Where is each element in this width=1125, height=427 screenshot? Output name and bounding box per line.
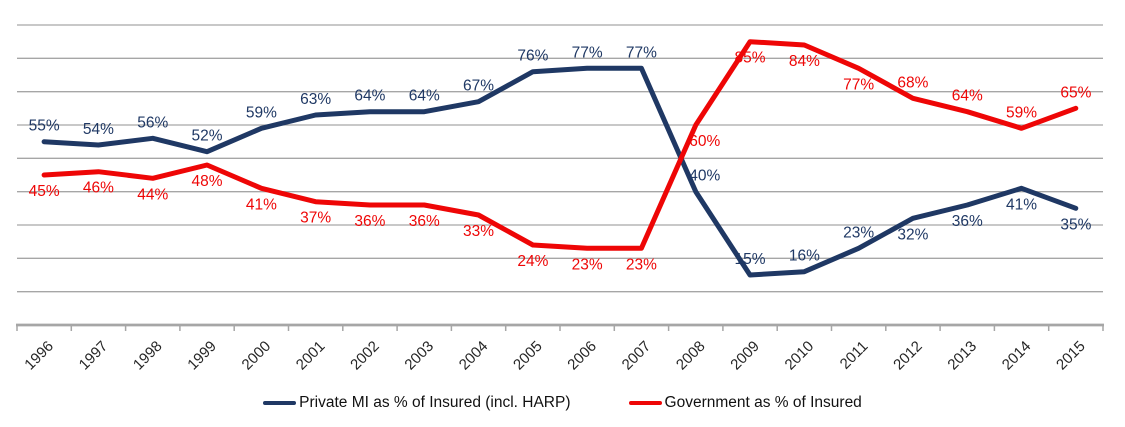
legend-item-private-mi: Private MI as % of Insured (incl. HARP) bbox=[263, 394, 571, 412]
data-label: 41% bbox=[1006, 196, 1037, 213]
data-label: 85% bbox=[735, 50, 766, 67]
year-label: 2013 bbox=[944, 338, 980, 374]
data-label: 48% bbox=[192, 173, 223, 190]
year-label: 1999 bbox=[184, 338, 220, 374]
line-chart: 55% 54% 56% 52% 59% 63% 64% 64% 67% 76% 77% 77% 40% 1… bbox=[16, 24, 1104, 374]
year-label: 2007 bbox=[619, 338, 655, 374]
data-label: 16% bbox=[789, 248, 820, 265]
data-label: 35% bbox=[1060, 216, 1091, 233]
data-label: 64% bbox=[409, 88, 440, 105]
data-labels-private-mi: 55% 54% 56% 52% 59% 63% 64% 64% 67% 76% 77% 77% 40% 1… bbox=[29, 44, 1092, 268]
data-label: 64% bbox=[354, 88, 385, 105]
data-label: 77% bbox=[572, 44, 603, 61]
data-label: 44% bbox=[137, 186, 168, 203]
year-label: 2001 bbox=[293, 338, 329, 374]
year-label: 2011 bbox=[837, 338, 872, 373]
data-label: 56% bbox=[137, 114, 168, 131]
legend-swatch-government-line bbox=[628, 400, 662, 406]
year-label: 2005 bbox=[510, 338, 546, 374]
year-label: 2008 bbox=[673, 338, 709, 374]
data-label: 67% bbox=[463, 78, 494, 95]
year-label: 1996 bbox=[21, 338, 57, 374]
data-label: 15% bbox=[735, 251, 766, 268]
data-label: 45% bbox=[29, 183, 60, 200]
year-label: 2003 bbox=[401, 338, 437, 374]
year-label: 2014 bbox=[999, 338, 1035, 374]
year-label: 2002 bbox=[347, 338, 383, 374]
x-axis-labels: 1996 1997 1998 1999 2000 2001 2002 2003 2004 2005… bbox=[21, 338, 1088, 374]
data-label: 36% bbox=[952, 213, 983, 230]
data-label: 32% bbox=[897, 226, 928, 243]
data-label: 46% bbox=[83, 180, 114, 197]
data-label: 60% bbox=[689, 133, 720, 150]
legend-label-government: Government as % of Insured bbox=[664, 394, 862, 411]
year-label: 2009 bbox=[727, 338, 763, 374]
data-label: 23% bbox=[626, 256, 657, 273]
year-label: 2015 bbox=[1053, 338, 1089, 374]
data-label: 64% bbox=[952, 88, 983, 105]
legend-item-government: Government as % of Insured bbox=[628, 394, 862, 412]
data-label: 68% bbox=[897, 74, 928, 91]
data-label: 23% bbox=[572, 256, 603, 273]
gridlines bbox=[17, 24, 1103, 293]
data-label: 59% bbox=[246, 104, 277, 121]
data-label: 63% bbox=[300, 91, 331, 108]
year-label: 2006 bbox=[564, 338, 600, 374]
data-label: 36% bbox=[409, 213, 440, 230]
data-label: 40% bbox=[689, 168, 720, 185]
year-label: 2000 bbox=[239, 338, 275, 374]
legend-label-private-mi: Private MI as % of Insured (incl. HARP) bbox=[299, 394, 571, 411]
data-label: 59% bbox=[1006, 104, 1037, 121]
data-label: 37% bbox=[300, 210, 331, 227]
data-label: 54% bbox=[83, 121, 114, 138]
data-label: 77% bbox=[626, 44, 657, 61]
series-line-government bbox=[41, 39, 1079, 251]
year-label: 2012 bbox=[890, 338, 926, 374]
year-label: 2004 bbox=[456, 338, 492, 374]
data-label: 33% bbox=[463, 223, 494, 240]
data-label: 23% bbox=[843, 224, 874, 241]
year-label: 1998 bbox=[130, 338, 166, 374]
data-label: 52% bbox=[192, 128, 223, 145]
data-label: 55% bbox=[29, 118, 60, 135]
data-label: 36% bbox=[354, 213, 385, 230]
chart-legend: Private MI as % of Insured (incl. HARP) … bbox=[0, 383, 1125, 423]
data-label: 65% bbox=[1060, 84, 1091, 101]
data-label: 41% bbox=[246, 196, 277, 213]
series-line-private-mi bbox=[41, 65, 1079, 278]
year-label: 2010 bbox=[782, 338, 818, 374]
x-axis-ticks bbox=[16, 325, 1104, 331]
data-label: 76% bbox=[517, 48, 548, 65]
data-labels-government: 45% 46% 44% 48% 41% 37% 36% 36% 33% 24% 23% 23% 60% 8… bbox=[29, 50, 1092, 274]
data-label: 77% bbox=[843, 76, 874, 93]
data-label: 24% bbox=[517, 253, 548, 270]
data-label: 84% bbox=[789, 53, 820, 70]
year-label: 1997 bbox=[76, 338, 112, 374]
legend-swatch-private-mi-line bbox=[263, 400, 297, 406]
